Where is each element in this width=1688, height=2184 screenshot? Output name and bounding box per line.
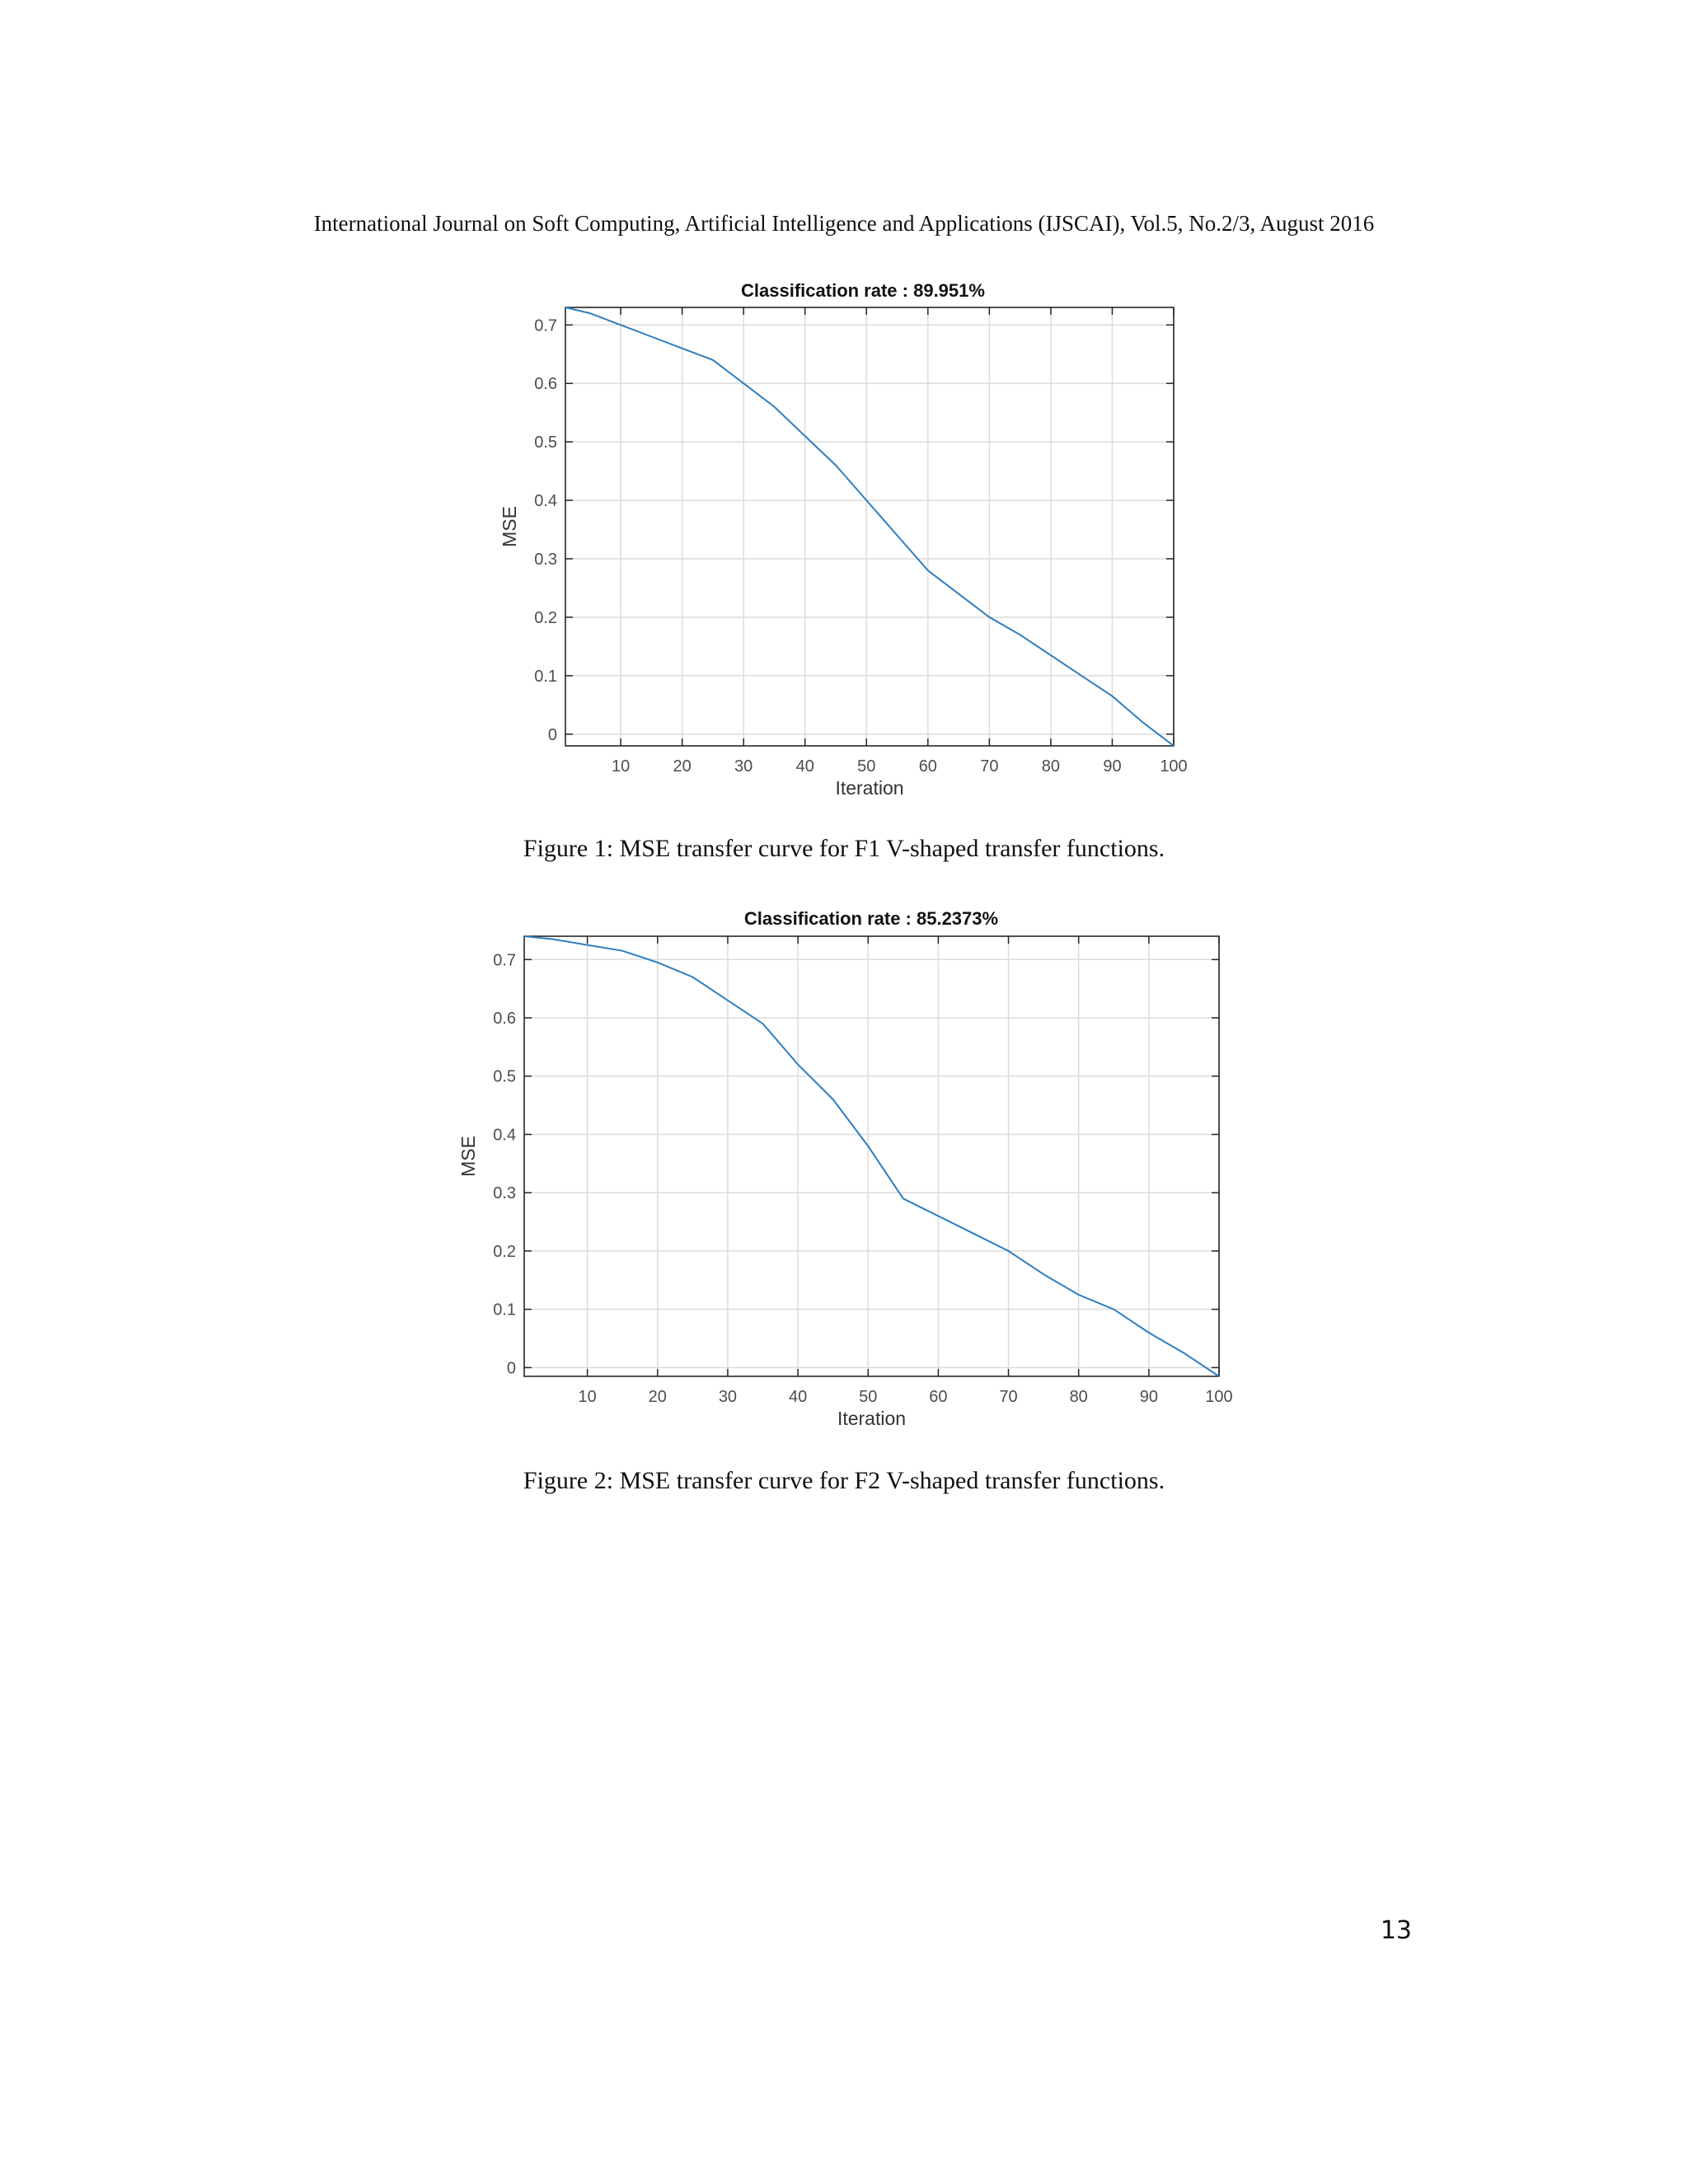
chart-2-x-tick-label: 80: [1070, 1388, 1088, 1406]
chart-1-y-tick-label: 0.3: [534, 551, 557, 569]
chart-1-series-line: [565, 307, 1175, 747]
chart-1-x-axis-label: Iteration: [835, 777, 903, 799]
chart-1-title: Classification rate : 89.951%: [741, 280, 985, 301]
page-number: 13: [1380, 1916, 1412, 1945]
chart-1-x-tick-label: 60: [919, 757, 937, 776]
chart-2-series-line: [523, 935, 1220, 1377]
chart-1-x-tick-label: 90: [1103, 757, 1121, 776]
chart-2-y-tick-label: 0.5: [493, 1068, 516, 1086]
chart-2-y-tick-label: 0.2: [493, 1243, 516, 1261]
chart-1-y-axis-label: MSE: [499, 506, 520, 547]
chart-2-title: Classification rate : 85.2373%: [744, 908, 998, 929]
chart-2-y-tick-label: 0.3: [493, 1184, 516, 1202]
figure-1-caption: Figure 1: MSE transfer curve for F1 V-sh…: [523, 835, 1165, 862]
chart-2-y-tick-label: 0.7: [493, 951, 516, 969]
chart-1-y-tick-label: 0.1: [534, 668, 557, 686]
chart-1-x-tick-label: 100: [1160, 757, 1187, 776]
figure-2-caption: Figure 2: MSE transfer curve for F2 V-sh…: [523, 1467, 1165, 1494]
chart-1-axes-frame: [565, 307, 1175, 747]
chart-2-x-axis-label: Iteration: [837, 1408, 906, 1429]
chart-2-x-tick-label: 40: [789, 1388, 807, 1406]
chart-1-x-tick-label: 10: [612, 757, 630, 776]
chart-2-axes-frame: [523, 935, 1220, 1377]
chart-1-x-tick-label: 20: [673, 757, 692, 776]
chart-2-x-tick-label: 10: [579, 1388, 597, 1406]
chart-2-x-tick-label: 70: [999, 1388, 1017, 1406]
chart-1-y-tick-label: 0.2: [534, 609, 557, 627]
chart-1-x-tick-label: 70: [980, 757, 998, 776]
chart-2-x-tick-label: 60: [929, 1388, 947, 1406]
journal-header: International Journal on Soft Computing,…: [313, 211, 1375, 236]
chart-2-x-tick-label: 50: [859, 1388, 877, 1406]
chart-2-y-tick-label: 0.1: [493, 1301, 516, 1319]
chart-2-y-tick-label: 0: [507, 1359, 516, 1377]
chart-2-x-tick-label: 30: [719, 1388, 737, 1406]
chart-1-x-tick-label: 40: [796, 757, 814, 776]
chart-2-x-tick-label: 20: [649, 1388, 667, 1406]
chart-2-y-tick-label: 0.6: [493, 1010, 516, 1028]
chart-2-y-axis-label: MSE: [457, 1136, 479, 1177]
chart-1-x-tick-label: 30: [734, 757, 753, 776]
chart-1-y-tick-label: 0.7: [534, 316, 557, 335]
chart-1-x-tick-label: 50: [857, 757, 875, 776]
chart-1-y-tick-label: 0.5: [534, 434, 557, 452]
chart-1-y-tick-label: 0.6: [534, 375, 557, 393]
chart-1-x-tick-label: 80: [1042, 757, 1060, 776]
chart-2-y-tick-label: 0.4: [493, 1126, 516, 1144]
chart-1-y-tick-label: 0: [548, 726, 557, 744]
chart-2-x-tick-label: 90: [1140, 1388, 1158, 1406]
chart-2-x-tick-label: 100: [1205, 1388, 1232, 1406]
chart-1-y-tick-label: 0.4: [534, 492, 557, 510]
